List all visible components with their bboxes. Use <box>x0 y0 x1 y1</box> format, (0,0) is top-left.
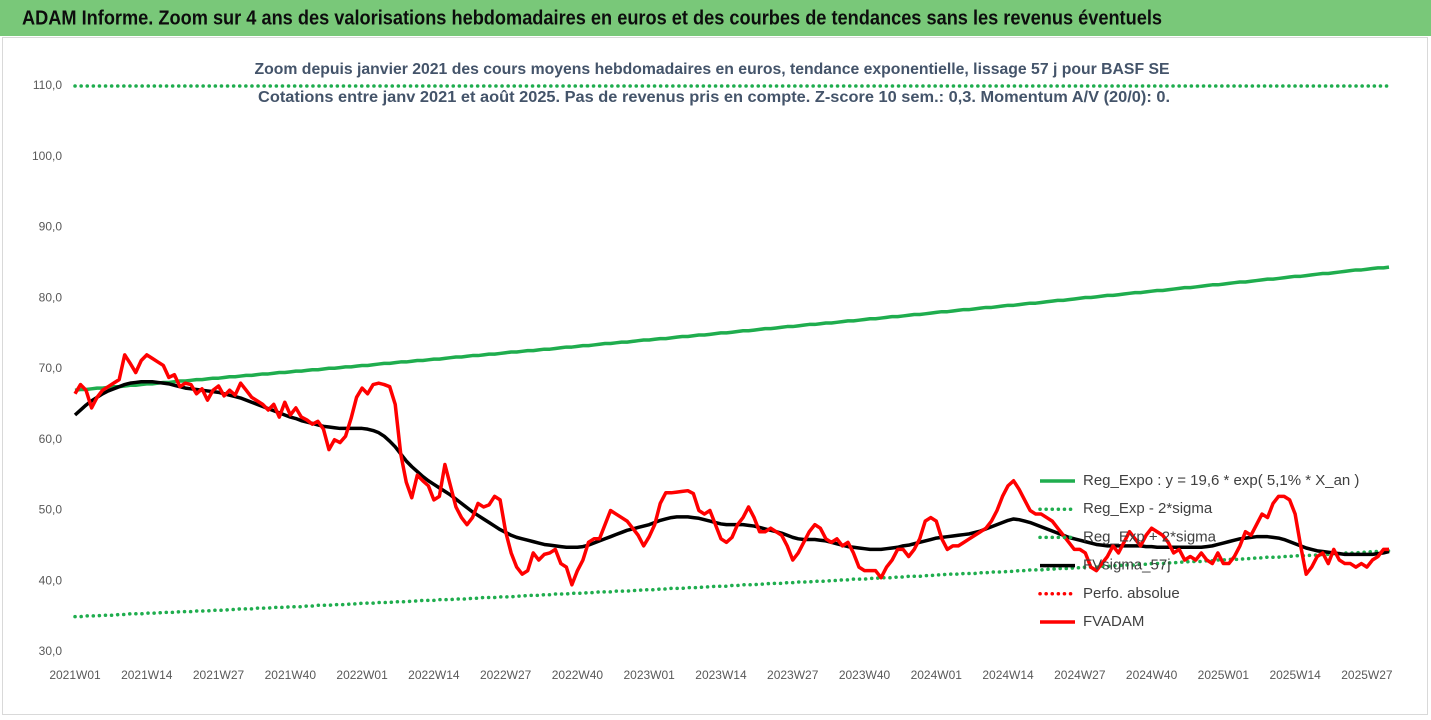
x-tick-label: 2021W27 <box>193 668 245 682</box>
legend-label: Reg_Exp + 2*sigma <box>1083 528 1217 545</box>
x-tick-label: 2024W14 <box>982 668 1034 682</box>
legend-label: FVADAM <box>1083 613 1144 630</box>
y-tick-label: 110,0 <box>33 78 62 92</box>
x-tick-label: 2025W27 <box>1341 668 1393 682</box>
x-tick-label: 2022W40 <box>552 668 604 682</box>
plot-area: 30,0 40,0 50,0 60,0 70,0 80,0 90,0 100,0 110,0 20… <box>32 78 1393 682</box>
legend-label: Perfo. absolue <box>1083 585 1180 602</box>
x-tick-label: 2021W01 <box>49 668 101 682</box>
header-title: ADAM Informe. Zoom sur 4 ans des valoris… <box>22 7 1162 29</box>
y-tick-label: 90,0 <box>39 220 63 234</box>
x-tick-label: 2023W14 <box>695 668 747 682</box>
x-tick-label: 2021W14 <box>121 668 173 682</box>
y-tick-label: 60,0 <box>39 432 63 446</box>
legend-label: Reg_Exp - 2*sigma <box>1083 500 1213 517</box>
y-tick-label: 40,0 <box>39 573 63 587</box>
y-tick-label: 100,0 <box>32 149 62 163</box>
x-tick-label: 2024W27 <box>1054 668 1106 682</box>
y-tick-label: 80,0 <box>39 290 63 304</box>
x-tick-label: 2025W14 <box>1269 668 1321 682</box>
series-line <box>73 353 1389 587</box>
chart-frame <box>2 37 1428 715</box>
x-tick-label: 2024W01 <box>911 668 963 682</box>
y-tick-label: 30,0 <box>39 644 63 658</box>
legend-label: FVsigma_57j <box>1083 557 1171 574</box>
series-line <box>74 265 1390 392</box>
series-line <box>73 549 1391 619</box>
x-tick-label: 2021W40 <box>265 668 317 682</box>
x-tick-label: 2022W14 <box>408 668 460 682</box>
chart-subtitle: Cotations entre janv 2021 et août 2025. … <box>258 89 1170 106</box>
y-tick-label: 70,0 <box>39 361 63 375</box>
legend: Reg_Expo : y = 19,6 * exp( 5,1% * X_an )… <box>1038 472 1359 630</box>
x-tick-label: 2022W01 <box>336 668 388 682</box>
x-tick-label: 2022W27 <box>480 668 532 682</box>
x-tick-label: 2024W40 <box>1126 668 1178 682</box>
chart-title: Zoom depuis janvier 2021 des cours moyen… <box>255 61 1170 78</box>
y-tick-label: 50,0 <box>39 503 63 517</box>
x-tick-label: 2023W01 <box>623 668 675 682</box>
header-band <box>0 0 1431 36</box>
x-tick-label: 2025W01 <box>1198 668 1250 682</box>
x-tick-label: 2023W40 <box>839 668 891 682</box>
legend-label: Reg_Expo : y = 19,6 * exp( 5,1% * X_an ) <box>1083 472 1359 489</box>
x-tick-label: 2023W27 <box>767 668 819 682</box>
